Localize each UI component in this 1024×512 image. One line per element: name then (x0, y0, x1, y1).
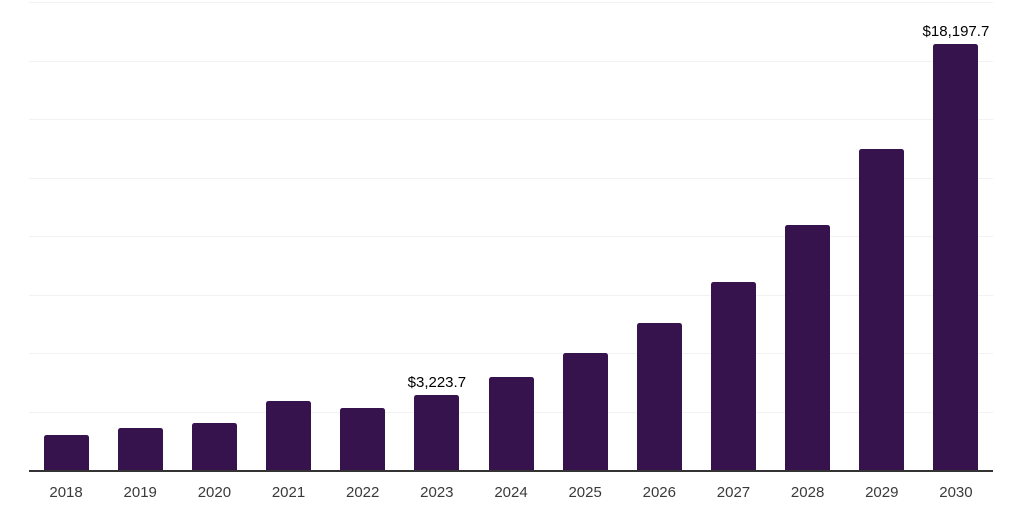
bar-2030 (933, 44, 979, 470)
bar-2025 (562, 353, 608, 470)
bar-2022 (340, 408, 386, 470)
x-tick-2028: 2028 (790, 484, 825, 501)
gridline (29, 2, 993, 3)
x-tick-2018: 2018 (49, 484, 83, 501)
x-tick-2023: 2023 (420, 484, 454, 501)
bar-2024 (488, 376, 534, 470)
bar-2029 (859, 149, 905, 470)
bar-2028 (785, 225, 831, 470)
x-tick-2026: 2026 (642, 484, 676, 501)
gridline (29, 294, 993, 296)
bar-2021 (266, 401, 312, 470)
gridline (29, 236, 993, 237)
bar-2020 (191, 422, 237, 470)
bar-2023 (414, 394, 460, 470)
bar-2019 (117, 427, 163, 470)
x-tick-2025: 2025 (568, 484, 602, 501)
x-tick-2021: 2021 (271, 484, 306, 501)
gridline (29, 353, 993, 354)
x-tick-2027: 2027 (716, 484, 751, 501)
x-tick-2019: 2019 (123, 484, 157, 501)
gridline (29, 119, 993, 120)
bar-2027 (710, 281, 756, 470)
x-tick-2024: 2024 (494, 484, 528, 501)
x-tick-2029: 2029 (865, 484, 899, 501)
bar-2018 (43, 435, 89, 470)
gridline (29, 177, 993, 179)
x-tick-2030: 2030 (939, 484, 973, 501)
x-axis-line (29, 470, 993, 472)
bar-2026 (636, 322, 682, 470)
value-label-2030: $18,197.7 (922, 23, 990, 41)
value-label-2023: $3,223.7 (407, 373, 467, 391)
gridline (29, 60, 993, 62)
x-tick-2020: 2020 (197, 484, 232, 501)
x-tick-2022: 2022 (346, 484, 380, 501)
